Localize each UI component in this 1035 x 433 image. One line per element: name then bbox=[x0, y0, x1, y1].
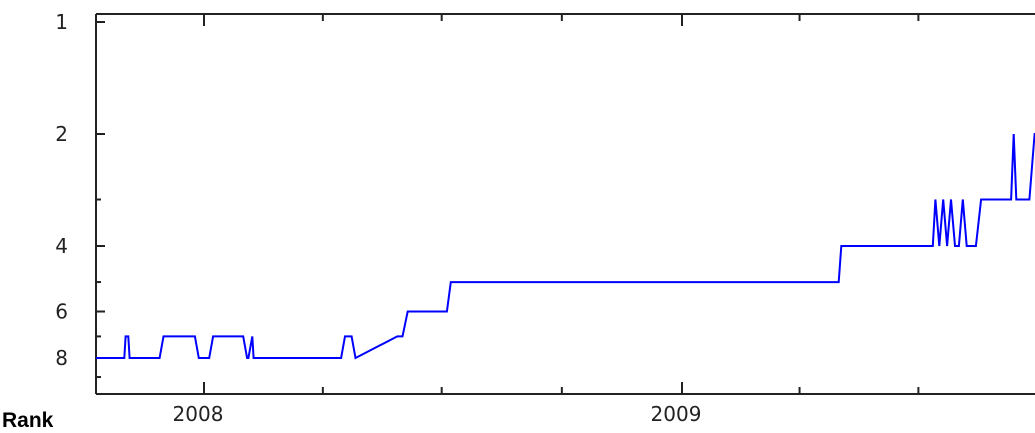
x-tick-label-2009: 2009 bbox=[651, 402, 702, 426]
rank-series-line bbox=[96, 133, 1035, 360]
x-tick-labels: 2008 2009 bbox=[173, 402, 702, 426]
y-tick-label-2: 2 bbox=[55, 122, 68, 146]
y-tick-labels: 1 2 4 6 8 bbox=[55, 10, 105, 370]
y-tick-label-6: 6 bbox=[55, 300, 68, 324]
y-minor-ticks bbox=[96, 198, 101, 379]
plot-frame bbox=[95, 13, 1035, 395]
y-tick-label-4: 4 bbox=[55, 234, 68, 258]
y-tick-label-8: 8 bbox=[55, 346, 68, 370]
x-tick-label-2008: 2008 bbox=[173, 402, 224, 426]
y-axis-label: Rank bbox=[2, 409, 54, 432]
y-tick-label-1: 1 bbox=[55, 10, 68, 34]
x-ticks bbox=[203, 14, 920, 394]
